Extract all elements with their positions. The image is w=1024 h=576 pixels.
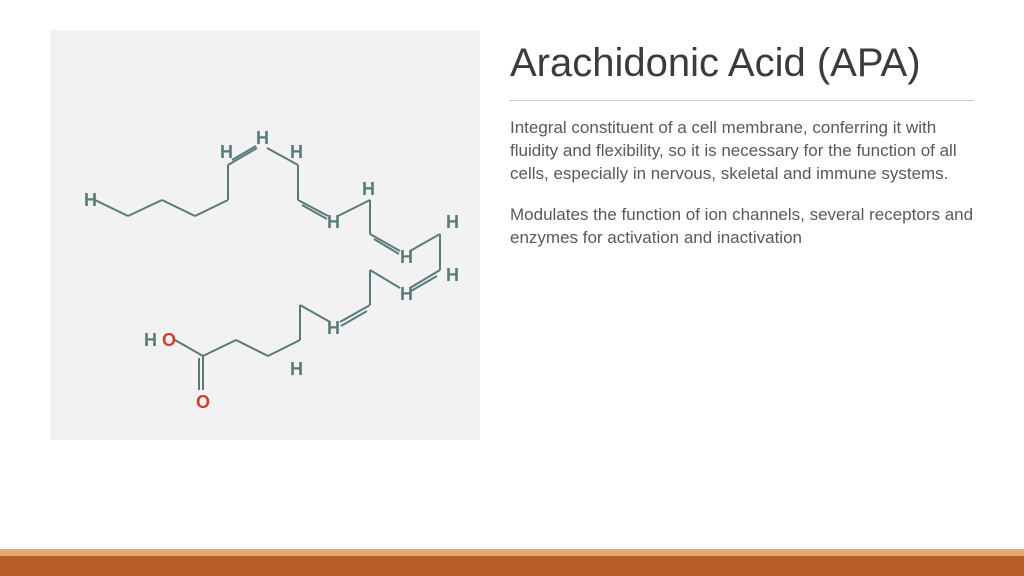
footer-accent-bar (0, 549, 1024, 576)
footer-bar-top (0, 549, 1024, 556)
svg-text:O: O (162, 330, 176, 350)
svg-text:H: H (144, 330, 157, 350)
svg-text:H: H (84, 190, 97, 210)
svg-text:H: H (446, 265, 459, 285)
svg-text:H: H (362, 179, 375, 199)
svg-text:H: H (327, 212, 340, 232)
text-content: Arachidonic Acid (APA) Integral constitu… (510, 30, 974, 576)
svg-text:O: O (196, 392, 210, 412)
arachidonic-acid-structure: HHHHHHHHHHHHOOH (50, 30, 480, 440)
paragraph-1: Integral constituent of a cell membrane,… (510, 117, 974, 186)
svg-text:H: H (400, 247, 413, 267)
svg-text:H: H (446, 212, 459, 232)
svg-text:H: H (400, 284, 413, 304)
footer-bar-bottom (0, 556, 1024, 576)
slide-title: Arachidonic Acid (APA) (510, 40, 974, 86)
paragraph-2: Modulates the function of ion channels, … (510, 204, 974, 250)
svg-text:H: H (290, 359, 303, 379)
chemical-structure-figure: HHHHHHHHHHHHOOH (50, 30, 480, 440)
slide: HHHHHHHHHHHHOOH Arachidonic Acid (APA) I… (0, 0, 1024, 576)
title-divider (510, 100, 974, 101)
svg-text:H: H (290, 142, 303, 162)
svg-text:H: H (256, 128, 269, 148)
svg-text:H: H (327, 318, 340, 338)
svg-text:H: H (220, 142, 233, 162)
